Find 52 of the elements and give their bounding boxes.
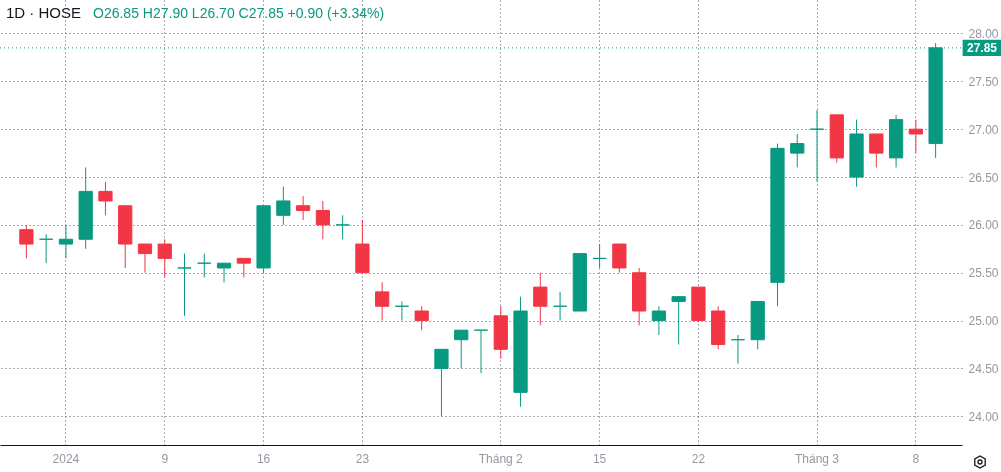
y-tick-label: 25.50	[968, 266, 999, 281]
candlestick	[552, 291, 568, 322]
candlestick	[533, 272, 548, 326]
candlestick	[790, 133, 805, 168]
x-tick-label: Tháng 3	[794, 451, 840, 466]
candlestick	[473, 329, 489, 374]
candlestick	[335, 214, 350, 240]
candlestick	[137, 243, 153, 274]
y-tick-label: 24.00	[968, 409, 999, 424]
candlestick	[908, 119, 923, 154]
x-tick-label: 15	[592, 451, 607, 466]
candlestick	[394, 300, 410, 322]
y-tick-label: 27.50	[968, 74, 999, 89]
candlestick	[454, 329, 469, 369]
x-tick-label: 2024	[52, 451, 80, 466]
y-tick-label: 25.00	[968, 314, 999, 329]
y-tick-label: 28.00	[968, 26, 999, 41]
y-tick-label: 26.50	[968, 170, 999, 185]
candlestick	[276, 186, 291, 226]
candlestick	[592, 243, 607, 269]
candlestick	[295, 195, 311, 221]
candlestick	[612, 243, 627, 274]
candlestick	[375, 281, 390, 322]
y-tick-label: 24.50	[968, 361, 999, 376]
candlestick	[414, 305, 429, 331]
candlestick	[39, 233, 54, 264]
candlestick	[157, 238, 172, 279]
candlestick	[58, 224, 74, 259]
ref-line-label: 27.85	[966, 40, 998, 55]
x-tick-label: 8	[912, 451, 920, 466]
candlestick	[197, 253, 212, 279]
candlestick	[216, 262, 232, 283]
y-tick-label: 26.00	[968, 218, 999, 233]
x-tick-label: 16	[256, 451, 271, 466]
candlestick	[177, 253, 192, 317]
candlestick	[315, 200, 330, 240]
y-tick-label: 27.00	[968, 122, 999, 137]
x-tick-label: 23	[355, 451, 370, 466]
candlestick	[671, 296, 686, 346]
chart-title: 1D · HOSE	[6, 4, 82, 21]
candlestick	[651, 305, 667, 336]
candlestick	[98, 181, 113, 216]
candlestick	[730, 334, 746, 365]
x-tick-label: Tháng 2	[478, 451, 524, 466]
candlestick	[19, 224, 34, 259]
candlestick	[236, 257, 251, 279]
x-tick-label: 22	[691, 451, 706, 466]
candlestick	[809, 109, 825, 183]
candlestick	[869, 133, 884, 168]
x-tick-label: 9	[161, 451, 169, 466]
candlestick	[434, 348, 449, 417]
chart-subtitle: O26.85 H27.90 L26.70 C27.85 +0.90 (+3.34%)	[93, 5, 385, 21]
